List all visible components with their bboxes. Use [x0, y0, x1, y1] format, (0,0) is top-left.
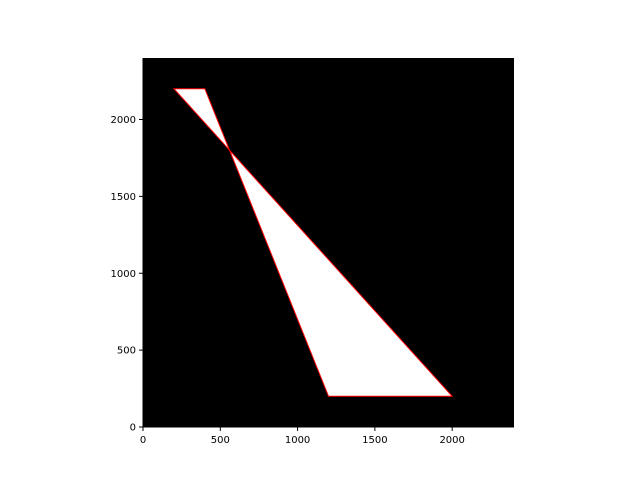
y-tick-label: 1000	[111, 269, 136, 280]
x-tick-label: 2000	[439, 435, 464, 446]
y-tick-label: 1500	[111, 192, 136, 203]
x-tick-label: 500	[211, 435, 230, 446]
y-tick-label: 0	[130, 423, 136, 434]
y-tick-label: 500	[117, 346, 136, 357]
x-tick-label: 1500	[362, 435, 387, 446]
x-tick-label: 1000	[285, 435, 310, 446]
x-axis: 0 500 1000 1500 2000	[140, 426, 514, 446]
y-axis: 0 500 1000 1500 2000	[111, 58, 144, 434]
y-tick-label: 2000	[111, 115, 136, 126]
x-tick-label: 0	[140, 435, 146, 446]
edge-path	[172, 88, 454, 397]
plot-area	[143, 58, 514, 427]
